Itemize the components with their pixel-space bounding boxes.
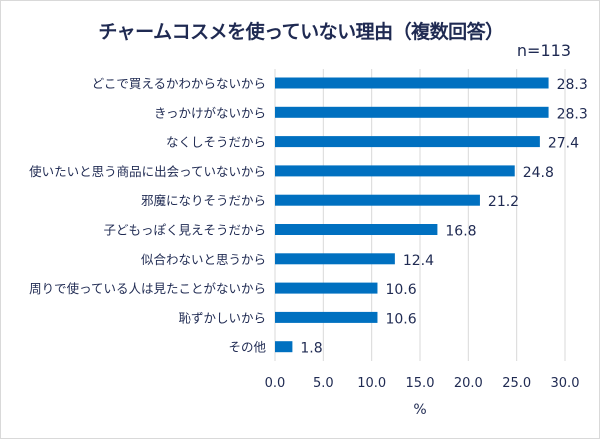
x-tick-label: 25.0 (502, 376, 531, 391)
category-label: その他 (228, 340, 266, 355)
category-label: 似合わないと思うから (141, 252, 266, 267)
chart-title: チャームコスメを使っていない理由（複数回答） (98, 21, 504, 43)
category-label: 恥ずかしいから (178, 310, 266, 325)
category-label: 周りで使っている人は見たことがないから (29, 281, 266, 296)
bar (275, 136, 540, 148)
bar (275, 106, 549, 118)
data-label: 28.3 (557, 77, 588, 93)
x-tick-label: 20.0 (454, 376, 483, 391)
data-label: 27.4 (548, 136, 579, 152)
x-tick-label: 0.0 (265, 376, 286, 391)
bar (275, 253, 395, 265)
category-label: どこで買えるかわからないから (92, 76, 266, 91)
category-label: なくしそうだから (166, 135, 266, 150)
data-label: 10.6 (385, 311, 416, 327)
category-label: 邪魔になりそうだから (141, 193, 266, 208)
data-label: 12.4 (403, 253, 434, 269)
data-label: 24.8 (523, 165, 554, 181)
category-label: きっかけがないから (154, 105, 266, 120)
x-tick-label: 30.0 (551, 376, 580, 391)
data-label: 21.2 (488, 194, 519, 210)
bar (275, 224, 438, 235)
bar (275, 341, 293, 353)
bar (275, 165, 515, 177)
x-tick-label: 5.0 (313, 376, 334, 391)
bar (275, 77, 549, 89)
data-label: 16.8 (445, 224, 476, 240)
data-label: 1.8 (300, 341, 322, 357)
sample-size: n=113 (516, 41, 571, 60)
category-label: 子どもっぽく見えそうだから (103, 223, 266, 238)
category-label: 使いたいと思う商品に出会っていないから (29, 164, 266, 179)
bar (275, 282, 378, 294)
bar (275, 194, 480, 206)
bar (275, 311, 378, 323)
x-tick-label: 10.0 (357, 376, 386, 391)
data-label: 28.3 (557, 106, 588, 122)
x-tick-label: 15.0 (406, 376, 435, 391)
x-axis-label: % (413, 402, 426, 418)
data-label: 10.6 (385, 282, 416, 298)
